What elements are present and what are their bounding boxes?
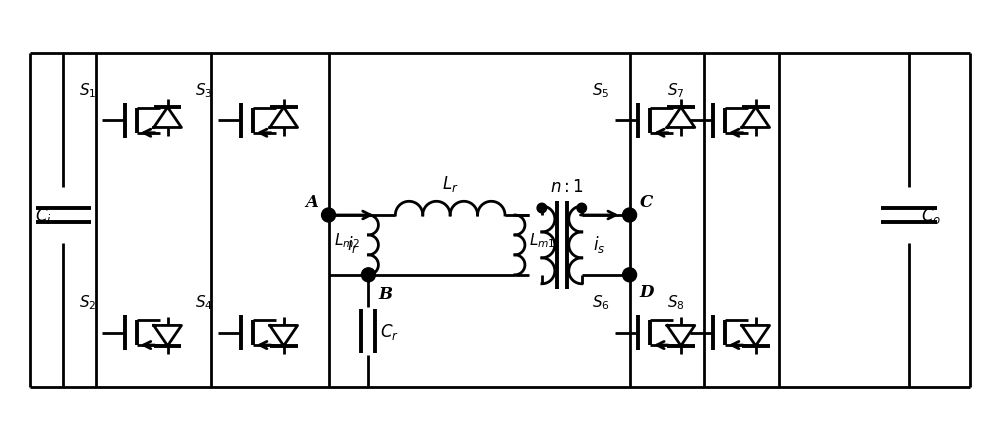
Text: C: C — [640, 194, 653, 211]
Text: $C_o$: $C_o$ — [921, 206, 941, 225]
Text: $S_7$: $S_7$ — [667, 81, 685, 99]
Circle shape — [623, 209, 637, 222]
Text: $L_r$: $L_r$ — [442, 174, 458, 194]
Text: $S_5$: $S_5$ — [592, 81, 610, 99]
Text: $S_8$: $S_8$ — [667, 293, 685, 311]
Text: $i_s$: $i_s$ — [593, 233, 606, 255]
Text: $C_r$: $C_r$ — [380, 321, 399, 341]
Circle shape — [623, 268, 637, 282]
Text: D: D — [640, 283, 654, 300]
Text: $C_i$: $C_i$ — [35, 206, 51, 225]
Text: $S_3$: $S_3$ — [195, 81, 213, 99]
Circle shape — [577, 204, 587, 213]
Circle shape — [361, 268, 375, 282]
Text: $i_r$: $i_r$ — [347, 233, 359, 255]
Text: $L_{m1}$: $L_{m1}$ — [529, 231, 556, 250]
Text: $S_4$: $S_4$ — [195, 293, 213, 311]
Text: $S_2$: $S_2$ — [79, 293, 97, 311]
Text: B: B — [378, 285, 392, 302]
Text: $L_{m2}$: $L_{m2}$ — [334, 231, 360, 250]
Text: $S_6$: $S_6$ — [592, 293, 610, 311]
Circle shape — [537, 204, 547, 213]
Text: $n:1$: $n:1$ — [550, 178, 584, 196]
Text: $S_1$: $S_1$ — [79, 81, 97, 99]
Circle shape — [322, 209, 336, 222]
Text: A: A — [306, 194, 319, 211]
